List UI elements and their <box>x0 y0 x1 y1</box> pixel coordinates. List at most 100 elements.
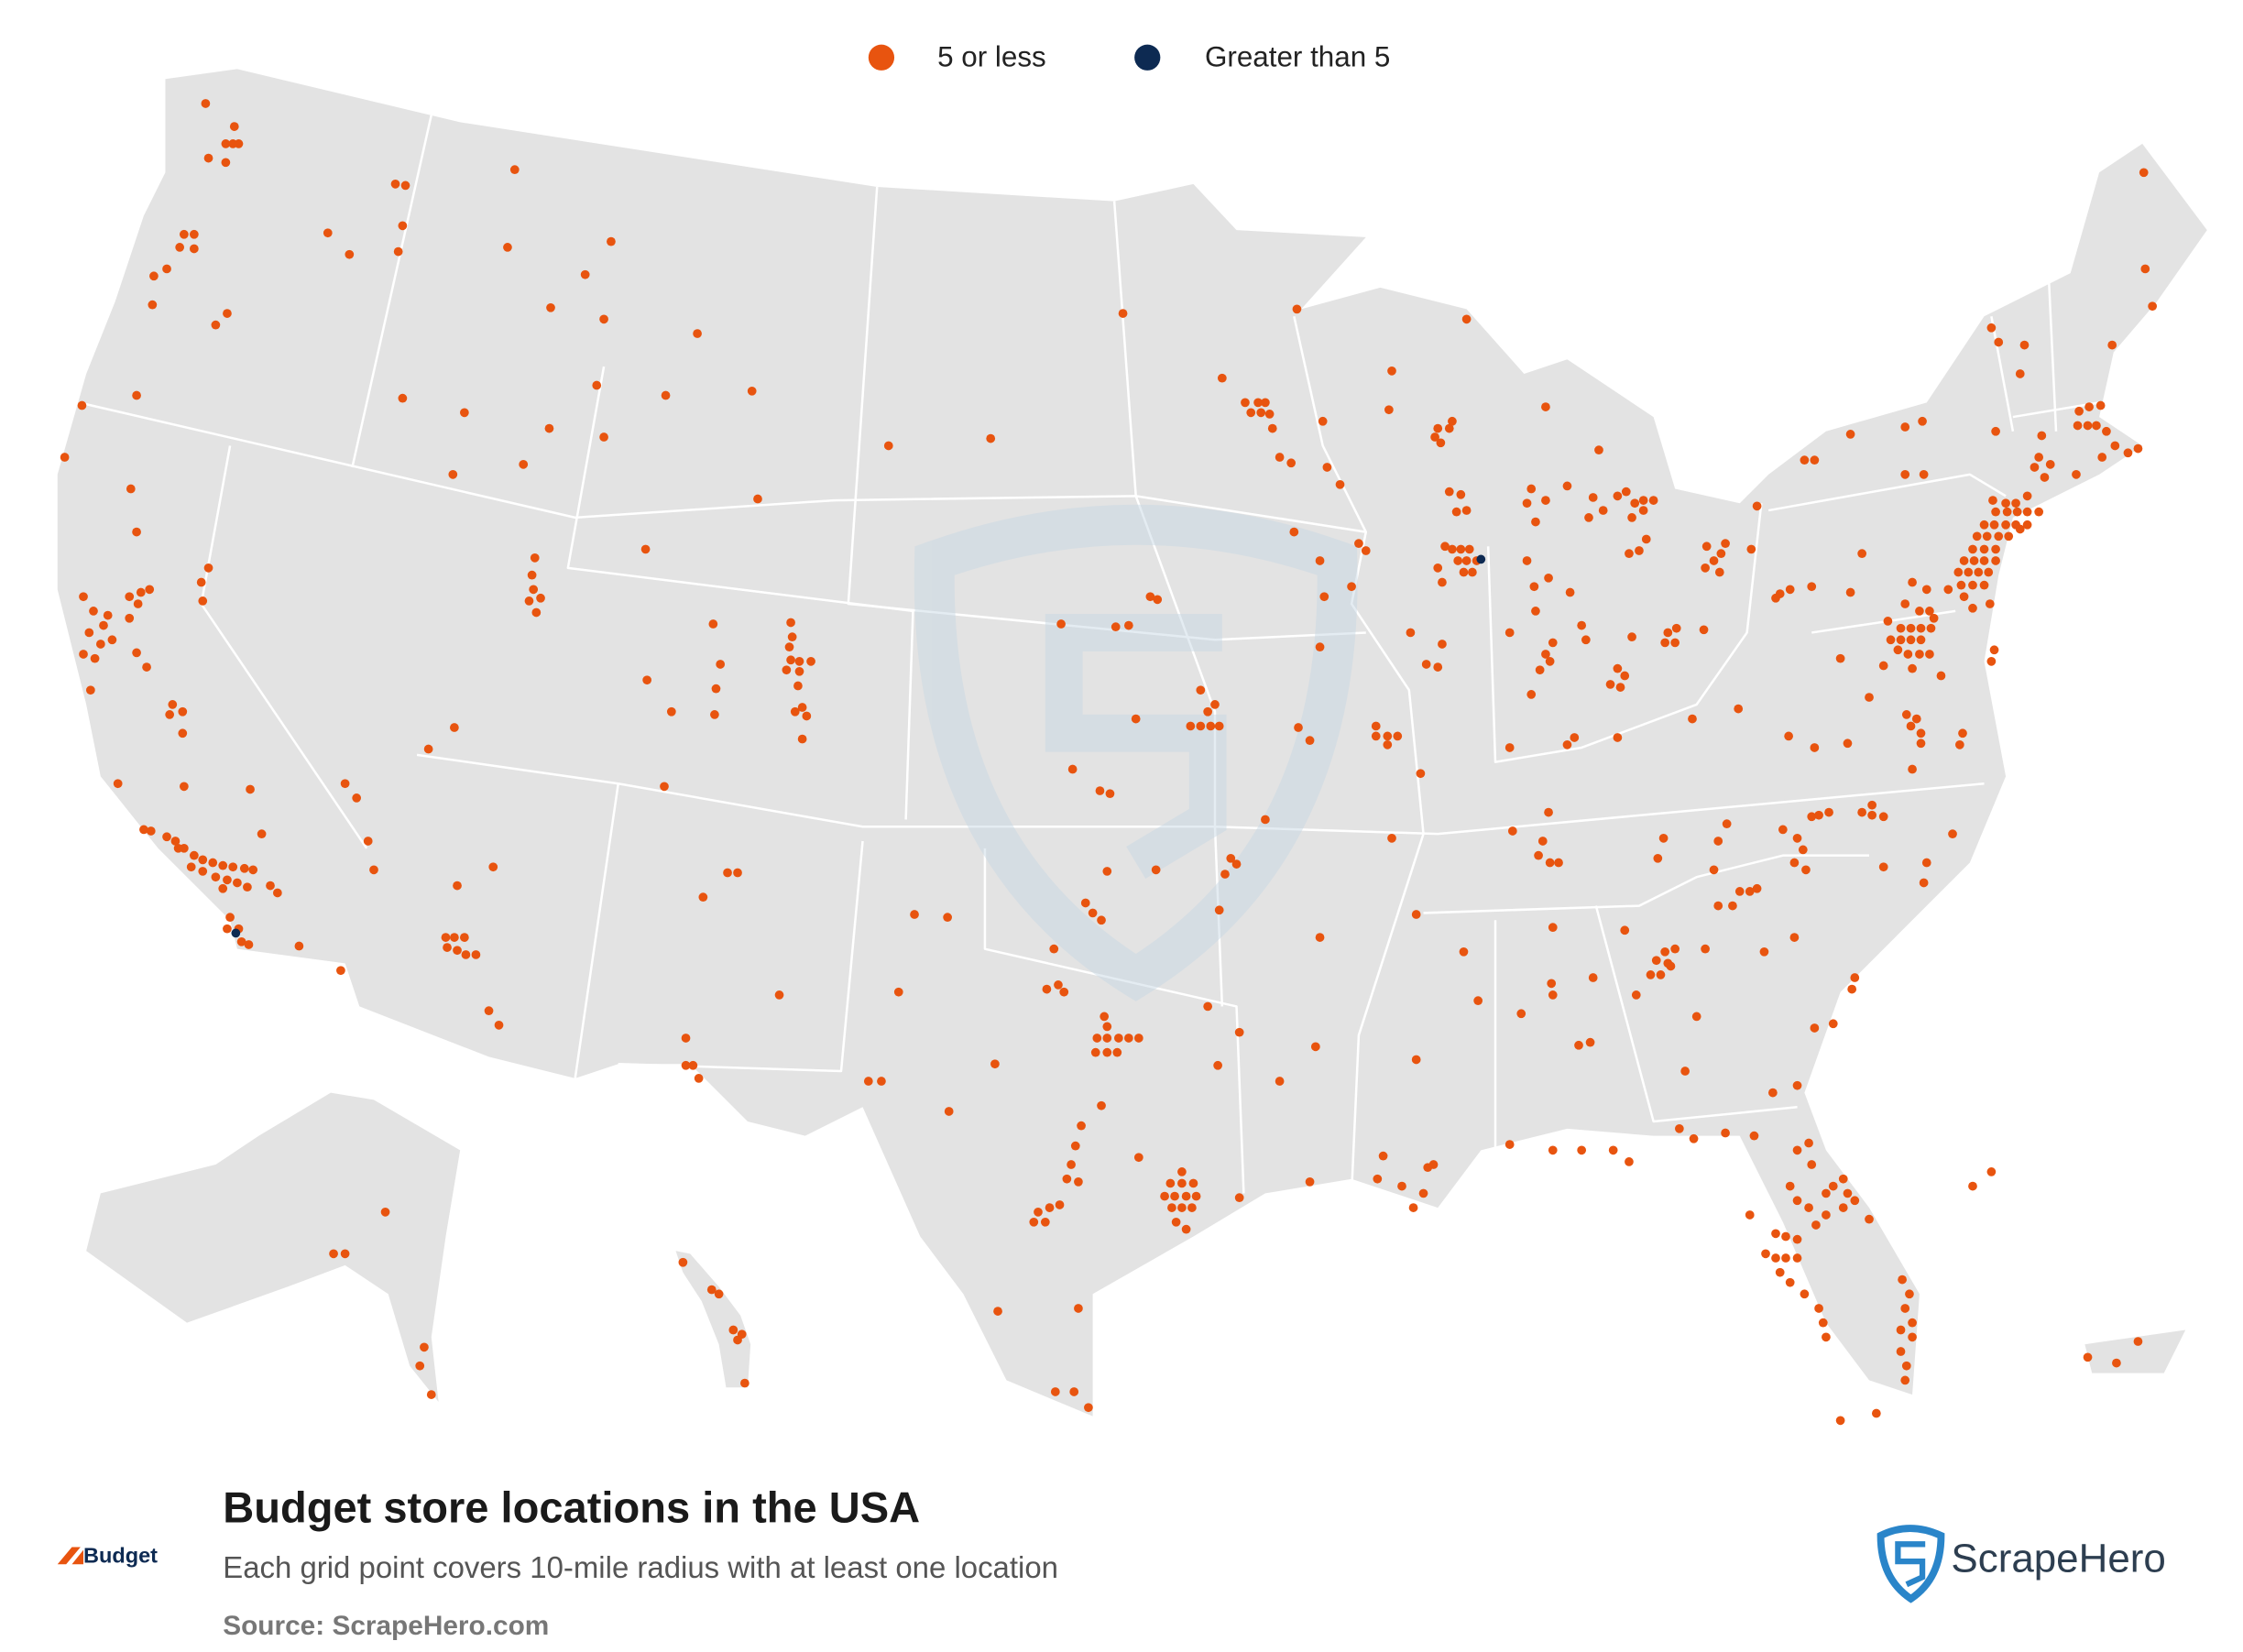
location-dot <box>1653 853 1663 863</box>
location-dot <box>420 1342 429 1352</box>
location-dot <box>1701 563 1710 573</box>
location-dot <box>1292 304 1302 314</box>
location-dot <box>728 1325 739 1335</box>
location-dot <box>1785 1181 1795 1191</box>
location-dot <box>1828 1181 1838 1191</box>
location-dot <box>203 153 213 163</box>
location-dot <box>1167 1203 1176 1212</box>
location-dot <box>1548 923 1558 932</box>
location-dot <box>243 882 252 892</box>
location-dot <box>1911 714 1921 724</box>
location-dot <box>1989 645 1999 655</box>
location-dot <box>198 855 208 865</box>
location-dot <box>1886 635 1896 645</box>
location-dot <box>223 875 232 885</box>
location-dot <box>1526 690 1537 699</box>
location-dot <box>179 229 189 239</box>
location-dot <box>1188 1178 1198 1188</box>
alaska <box>86 1092 461 1402</box>
location-dot <box>1916 635 1926 645</box>
location-dot <box>139 825 148 835</box>
location-dot <box>1034 1207 1043 1217</box>
watermark <box>914 504 1358 1001</box>
location-dot <box>1865 693 1874 702</box>
location-dot <box>1721 539 1730 549</box>
location-dot <box>426 1390 436 1399</box>
location-dot <box>2001 520 2010 530</box>
location-dot <box>733 868 742 878</box>
location-dot <box>1428 1160 1439 1169</box>
source: Source: ScrapeHero.com <box>223 1611 549 1641</box>
location-dot <box>1261 398 1270 408</box>
location-dot <box>806 656 815 666</box>
location-dot <box>786 655 795 665</box>
location-dot <box>1906 721 1916 731</box>
location-dot <box>1666 961 1676 971</box>
location-dot <box>599 314 608 324</box>
location-dot <box>774 990 784 1000</box>
location-dot <box>1361 546 1371 555</box>
puerto-rico <box>2084 1329 2186 1373</box>
location-dot <box>132 527 141 537</box>
location-dot <box>784 642 794 652</box>
location-dot <box>1689 1133 1699 1143</box>
location-dot <box>1322 463 1332 472</box>
location-dot <box>393 246 403 257</box>
location-dot <box>1605 680 1615 689</box>
location-dot <box>678 1257 688 1267</box>
location-dot <box>423 744 433 754</box>
location-dot <box>1771 1229 1780 1239</box>
location-dot <box>1097 1100 1106 1110</box>
location-dot <box>1461 314 1472 324</box>
location-dot <box>494 1020 504 1030</box>
location-dot <box>1984 567 1994 577</box>
location-dot <box>145 585 155 595</box>
location-dot <box>1709 556 1719 565</box>
location-dot <box>1102 1034 1112 1043</box>
location-dot <box>1908 1318 1917 1328</box>
location-dot <box>99 620 108 630</box>
watermark-s <box>1045 614 1227 880</box>
location-dot <box>1256 408 1266 418</box>
location-dot <box>1943 585 1953 595</box>
location-dot <box>1822 1210 1831 1220</box>
location-dot <box>1728 901 1737 911</box>
location-dot <box>2140 264 2150 274</box>
location-dot <box>893 987 903 997</box>
location-dot <box>1641 534 1651 544</box>
location-dot <box>1801 865 1811 875</box>
state-border <box>351 115 432 468</box>
location-dot <box>1186 721 1196 731</box>
location-dot <box>2123 448 2133 458</box>
location-dot <box>1516 1009 1526 1019</box>
location-dot <box>1570 733 1580 742</box>
location-dot <box>1411 1055 1421 1065</box>
location-dot <box>1177 1167 1187 1176</box>
location-dot <box>681 1060 691 1070</box>
location-dot <box>531 607 542 618</box>
location-dot <box>1548 638 1558 648</box>
location-dot <box>1761 1249 1770 1259</box>
location-dot <box>1824 807 1833 817</box>
location-dot <box>883 441 893 451</box>
location-dot <box>509 165 520 175</box>
location-dot <box>1835 1416 1845 1426</box>
location-dot <box>1241 398 1250 408</box>
location-dot <box>133 599 143 608</box>
location-dot <box>660 782 669 792</box>
location-dot <box>1810 1023 1820 1033</box>
location-dot <box>2034 453 2044 462</box>
location-dot <box>1433 423 1443 433</box>
location-dot <box>126 484 136 494</box>
location-dot <box>1900 599 1910 608</box>
location-dot <box>2022 520 2032 530</box>
location-dot <box>802 711 812 721</box>
location-dot <box>1436 438 1446 448</box>
location-dot <box>1220 870 1230 879</box>
location-dot <box>753 494 762 504</box>
location-dot <box>1792 833 1802 843</box>
location-dot <box>459 408 469 418</box>
location-dot <box>1097 915 1106 925</box>
location-dot <box>471 950 481 959</box>
location-dot <box>1915 607 1924 616</box>
